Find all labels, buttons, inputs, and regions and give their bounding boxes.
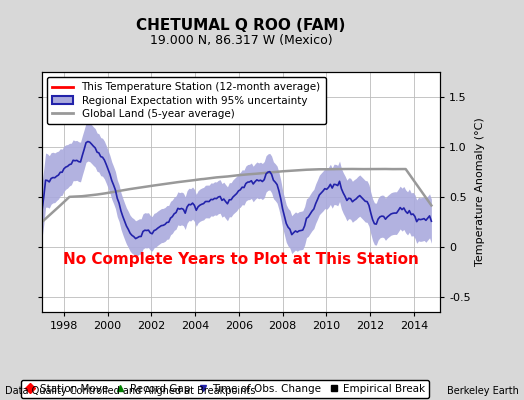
Text: 19.000 N, 86.317 W (Mexico): 19.000 N, 86.317 W (Mexico)	[150, 34, 332, 47]
Text: CHETUMAL Q ROO (FAM): CHETUMAL Q ROO (FAM)	[136, 18, 346, 33]
Text: Berkeley Earth: Berkeley Earth	[447, 386, 519, 396]
Y-axis label: Temperature Anomaly (°C): Temperature Anomaly (°C)	[475, 118, 485, 266]
Text: Data Quality Controlled and Aligned at Breakpoints: Data Quality Controlled and Aligned at B…	[5, 386, 256, 396]
Text: No Complete Years to Plot at This Station: No Complete Years to Plot at This Statio…	[63, 252, 419, 267]
Legend: Station Move, Record Gap, Time of Obs. Change, Empirical Break: Station Move, Record Gap, Time of Obs. C…	[21, 380, 429, 398]
